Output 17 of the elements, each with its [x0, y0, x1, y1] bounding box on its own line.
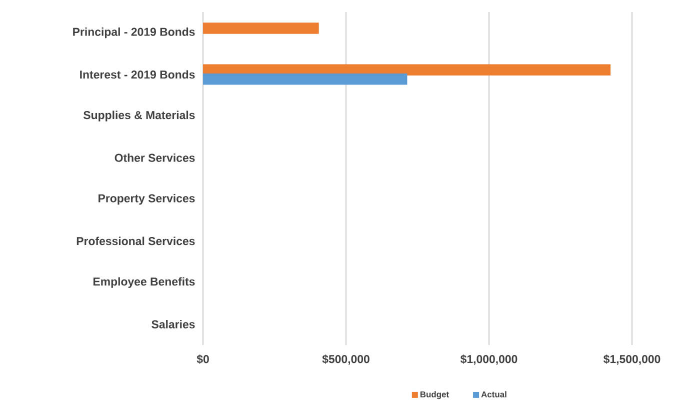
legend-label: Actual — [481, 391, 506, 398]
bar — [203, 22, 319, 34]
bar — [203, 73, 408, 85]
x-tick-label: $500,000 — [322, 354, 370, 365]
x-tick-label: $1,500,000 — [603, 354, 660, 365]
y-tick-label: Salaries — [152, 320, 195, 328]
bar — [203, 64, 611, 76]
y-tick-label: Employee Benefits — [93, 277, 195, 288]
y-tick-label: Professional Services — [76, 236, 195, 246]
y-tick-label: Property Services — [98, 194, 195, 205]
x-tick-label: $1,000,000 — [460, 354, 518, 365]
x-tick-label: $0 — [196, 354, 209, 364]
legend-label: Budget — [420, 391, 449, 400]
y-tick-label: Other Services — [114, 153, 195, 162]
y-tick-label: Supplies & Materials — [83, 110, 195, 122]
y-tick-label: Interest - 2019 Bonds — [80, 70, 195, 79]
y-tick-label: Principal - 2019 Bonds — [73, 27, 195, 38]
